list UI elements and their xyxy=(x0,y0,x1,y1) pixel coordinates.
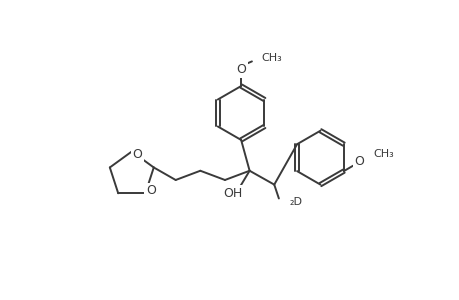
Text: O: O xyxy=(235,63,246,76)
Text: O: O xyxy=(132,148,142,161)
Text: ₂D: ₂D xyxy=(289,197,302,207)
Text: CH₃: CH₃ xyxy=(261,52,281,63)
Text: CH₃: CH₃ xyxy=(373,149,394,159)
Text: OH: OH xyxy=(223,187,242,200)
Text: O: O xyxy=(146,184,155,197)
Text: O: O xyxy=(353,155,364,168)
